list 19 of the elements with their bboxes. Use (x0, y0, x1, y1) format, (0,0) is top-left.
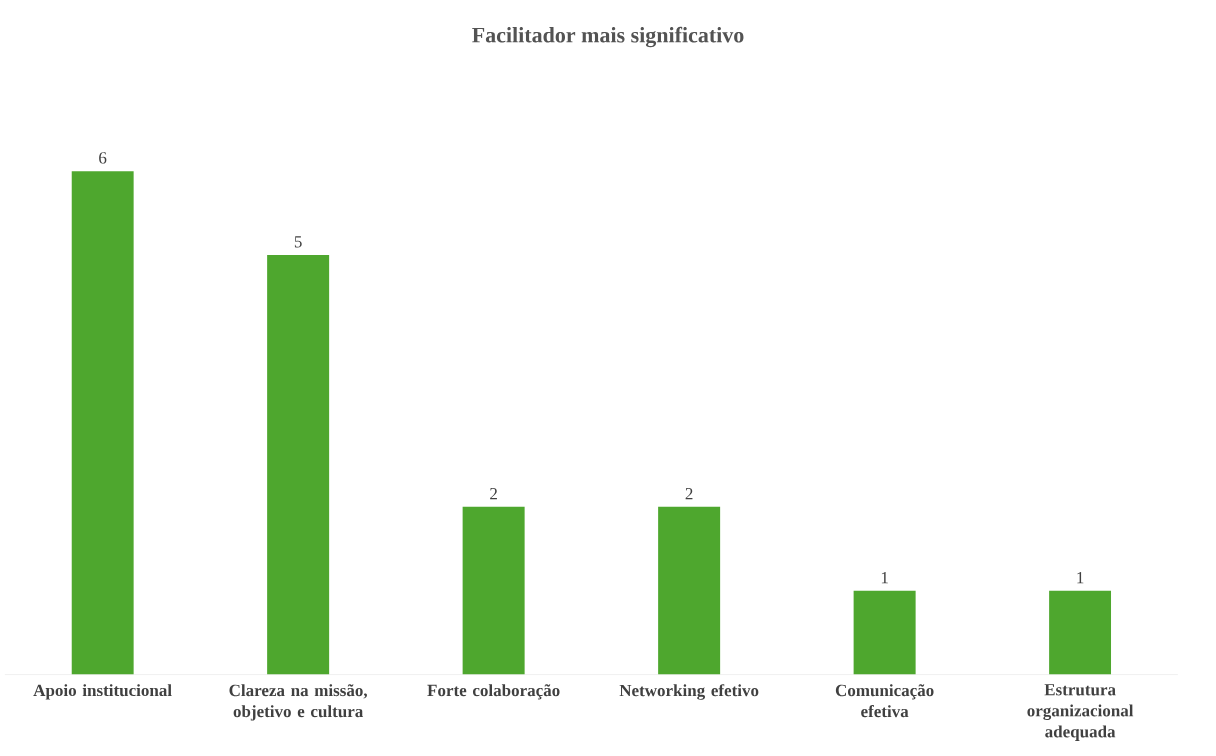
x-tick-label: Clareza na missão, objetivo e cultura (229, 684, 367, 721)
chart-title: Facilitador mais significativo (472, 26, 744, 48)
data-label: 1 (1077, 571, 1084, 584)
bar (462, 506, 525, 675)
data-label: 6 (99, 152, 107, 164)
bar (1049, 590, 1112, 675)
data-label: 2 (685, 487, 693, 500)
x-tick-label: Estrutura organizacional adequada (1027, 684, 1134, 741)
x-tick-label: Comunicação efetiva (835, 684, 934, 718)
bar (853, 590, 916, 675)
x-tick-label: Networking efetivo (619, 684, 759, 700)
x-tick-label: Forte colaboração (427, 684, 560, 700)
x-tick-label: Apoio institucional (33, 684, 172, 700)
bar (71, 171, 134, 675)
data-label: 2 (490, 487, 497, 500)
bar (658, 506, 721, 675)
data-label: 5 (294, 236, 302, 248)
bar (267, 255, 330, 675)
data-label: 1 (881, 571, 888, 584)
